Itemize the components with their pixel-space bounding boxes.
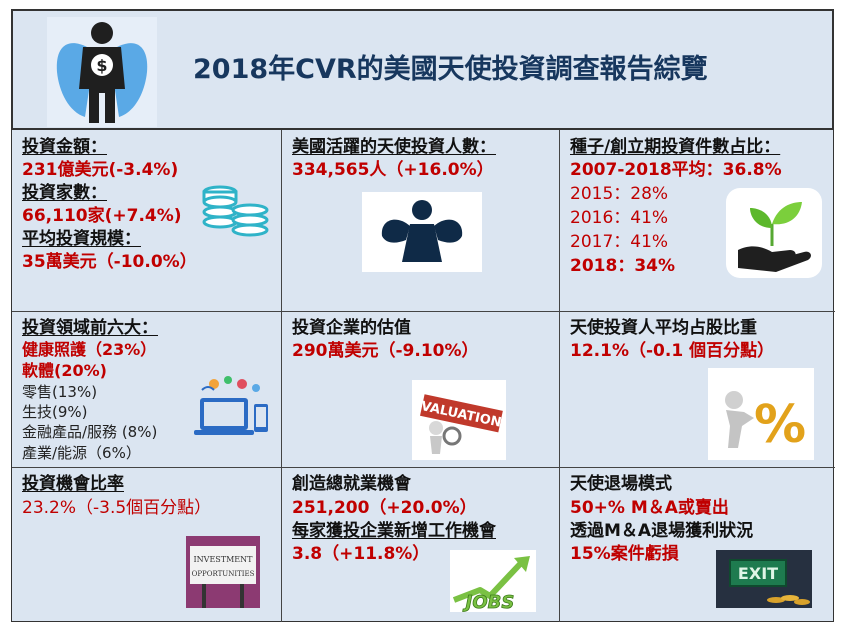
cell-equity-share: 天使投資人平均占股比重 12.1%（-0.1 個百分點） % xyxy=(560,312,835,468)
cell-jobs: 創造總就業機會 251,200（+20.0%） 每家獲投企業新增工作機會 3.8… xyxy=(282,468,560,622)
active-investors-value: 334,565人（+16.0%） xyxy=(292,160,494,180)
investment-sign-icon: INVESTMENT OPPORTUNITIES xyxy=(186,536,260,608)
svg-text:%: % xyxy=(754,395,806,455)
devices-icon xyxy=(194,374,274,440)
sector-retail: 零售(13%) xyxy=(22,383,98,401)
angel-investor-logo-icon: $ xyxy=(47,17,157,127)
seed-share-2015: 2015：28% xyxy=(570,184,669,204)
jobs-per-company-value: 3.8（+11.8%） xyxy=(292,544,430,564)
cell-exit: 天使退場模式 50+% M＆A或賣出 透過M＆A退場獲利狀況 15%案件虧損 E… xyxy=(560,468,835,622)
exit-sign-icon: EXIT xyxy=(716,550,812,608)
seed-share-label: 種子/創立期投資件數占比： xyxy=(570,137,781,157)
exit-sign-text: EXIT xyxy=(738,564,778,583)
jobs-arrow-icon: JOBS xyxy=(450,550,536,613)
cell-active-investors: 美國活躍的天使投資人數： 334,565人（+16.0%） xyxy=(282,130,560,312)
jobs-icon-text: JOBS xyxy=(463,592,515,612)
coins-icon xyxy=(200,180,274,242)
svg-text:$: $ xyxy=(96,56,107,75)
exit-ma-value: 15%案件虧損 xyxy=(570,544,679,564)
seedling-hand-icon xyxy=(726,188,822,278)
investment-sign-text1: INVESTMENT xyxy=(194,555,254,564)
sector-software: 軟體(20%) xyxy=(22,361,107,380)
jobs-per-company-label: 每家獲投企業新增工作機會 xyxy=(292,521,496,541)
seed-share-2017: 2017：41% xyxy=(570,232,669,252)
seed-share-2018: 2018：34% xyxy=(570,256,676,276)
angel-icon xyxy=(362,192,482,272)
cell-top-sectors: 投資領域前六大： 健康照護（23%） 軟體(20%) 零售(13%) 生技(9%… xyxy=(12,312,282,468)
sector-biotech: 生技(9%) xyxy=(22,403,88,421)
investment-sign-text2: OPPORTUNITIES xyxy=(192,570,255,578)
valuation-label: 投資企業的估值 xyxy=(292,318,411,338)
valuation-icon: VALUATION xyxy=(412,380,506,460)
cell-valuation: 投資企業的估值 290萬美元（-9.10%） VALUATION xyxy=(282,312,560,468)
seed-share-average: 2007-2018平均：36.8% xyxy=(570,160,782,180)
avg-size-label: 平均投資規模： xyxy=(22,229,141,249)
cell-opportunity: 投資機會比率 23.2%（-3.5個百分點） INVESTMENT OPPORT… xyxy=(12,468,282,622)
sector-industrial-energy: 產業/能源（6%） xyxy=(22,444,141,462)
seed-share-2016: 2016：41% xyxy=(570,208,669,228)
jobs-label: 創造總就業機會 xyxy=(292,474,411,494)
valuation-value: 290萬美元（-9.10%） xyxy=(292,341,479,361)
opportunity-label: 投資機會比率 xyxy=(22,474,124,494)
exit-value: 50+% M＆A或賣出 xyxy=(570,498,729,518)
invest-count-label: 投資家數： xyxy=(22,183,107,203)
percent-push-icon: % xyxy=(708,368,814,460)
sector-healthcare: 健康照護（23%） xyxy=(22,340,157,359)
invest-count-value: 66,110家(+7.4%) xyxy=(22,206,182,226)
header: $ 2018年CVR的美國天使投資調查報告綜覽 xyxy=(11,9,834,130)
cell-seed-share: 種子/創立期投資件數占比： 2007-2018平均：36.8% 2015：28%… xyxy=(560,130,835,312)
jobs-value: 251,200（+20.0%） xyxy=(292,498,477,518)
exit-label: 天使退場模式 xyxy=(570,474,672,494)
summary-grid: 投資金額： 231億美元(-3.4%) 投資家數： 66,110家(+7.4%)… xyxy=(11,130,835,622)
opportunity-value: 23.2%（-3.5個百分點） xyxy=(22,498,212,518)
invest-amount-label: 投資金額： xyxy=(22,137,107,157)
avg-size-value: 35萬美元（-10.0%） xyxy=(22,252,197,272)
page-title: 2018年CVR的美國天使投資調查報告綜覽 xyxy=(193,54,708,85)
equity-share-label: 天使投資人平均占股比重 xyxy=(570,318,757,338)
equity-share-value: 12.1%（-0.1 個百分點） xyxy=(570,341,775,361)
exit-ma-label: 透過M＆A退場獲利狀況 xyxy=(570,521,754,541)
active-investors-label: 美國活躍的天使投資人數： xyxy=(292,137,496,157)
cell-invest-amount: 投資金額： 231億美元(-3.4%) 投資家數： 66,110家(+7.4%)… xyxy=(12,130,282,312)
invest-amount-value: 231億美元(-3.4%) xyxy=(22,160,179,180)
top-sectors-label: 投資領域前六大： xyxy=(22,318,158,338)
sector-financial: 金融產品/服務 (8%) xyxy=(22,423,158,441)
